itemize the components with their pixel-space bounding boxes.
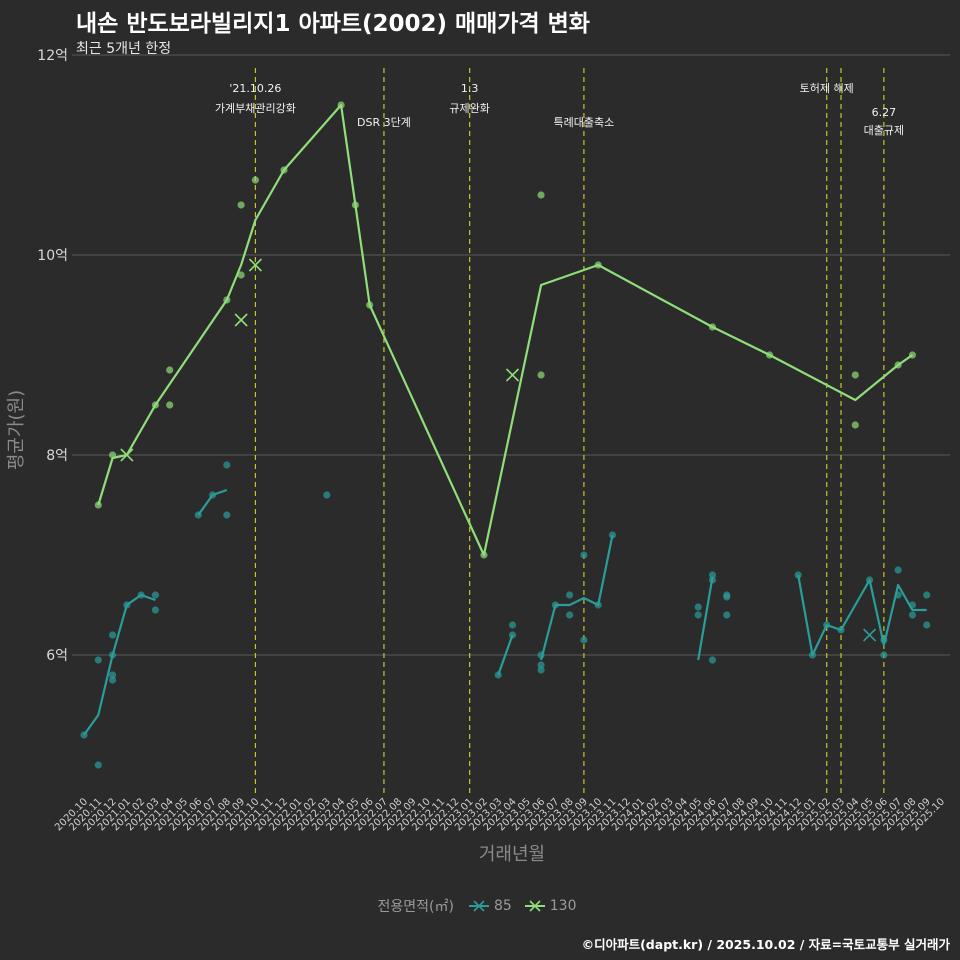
chart-subtitle: 최근 5개년 한정 (76, 41, 172, 57)
data-point (580, 551, 588, 559)
y-tick-label: 8억 (46, 448, 68, 464)
data-point (923, 591, 931, 599)
data-point (708, 656, 717, 664)
data-point (723, 593, 731, 601)
event-label: 대출규제 (864, 124, 904, 137)
x-axis-ticks: 2020.102020.112020.122021.012021.022021.… (53, 796, 947, 833)
legend-key-130-icon (524, 900, 545, 912)
data-point (223, 511, 231, 519)
data-point (908, 611, 917, 619)
data-point (108, 671, 117, 679)
grid-lines (72, 54, 950, 656)
data-point (508, 621, 517, 629)
data-point (694, 603, 702, 611)
series-130 (94, 101, 917, 559)
data-point (580, 636, 588, 644)
data-point (894, 566, 902, 574)
data-point (323, 491, 331, 499)
series-line (83, 593, 156, 736)
data-point (166, 366, 174, 374)
data-point (94, 656, 102, 664)
legend-label-85: 85 (493, 898, 512, 914)
y-axis-label: 평균가(원) (6, 390, 27, 470)
event-label: DSR 3단계 (357, 116, 411, 129)
legend-key-85-icon (468, 900, 489, 912)
data-point (566, 591, 574, 599)
y-tick-label: 12억 (37, 48, 68, 64)
y-tick-label: 10억 (37, 248, 68, 264)
series-line (697, 576, 714, 661)
legend-item-85: 85 (468, 898, 512, 914)
cross-marker (248, 258, 262, 272)
data-point (237, 201, 245, 209)
data-point (537, 191, 545, 199)
data-point (694, 611, 702, 619)
cross-stroke (120, 448, 134, 462)
cross-stroke (234, 313, 248, 327)
series-line (197, 488, 228, 516)
event-label: 토허제 해제 (800, 81, 854, 95)
y-axis-ticks: 6억 8억 10억 12억 (37, 48, 68, 664)
data-point (537, 661, 545, 669)
data-point (708, 571, 717, 579)
event-label: 6.27 (872, 106, 897, 119)
series-85 (80, 461, 931, 769)
data-point (723, 611, 731, 619)
legend-label-130: 130 (549, 898, 577, 914)
data-point (923, 621, 931, 629)
data-point (794, 571, 802, 579)
event-label: 규제완화 (449, 102, 489, 115)
data-point (237, 271, 245, 279)
event-label: 특례대출축소 (554, 116, 615, 129)
series-line (497, 634, 514, 676)
x-axis-label: 거래년월 (479, 844, 545, 865)
y-tick-label: 6억 (46, 648, 68, 664)
data-point (108, 631, 117, 639)
event-label: 1.3 (461, 82, 479, 95)
data-point (566, 611, 574, 619)
chart-title: 내손 반도보라빌리지1 아파트(2002) 매매가격 변화 (76, 11, 590, 37)
cross-stroke (248, 258, 262, 272)
data-point (251, 176, 259, 184)
legend-item-130: 130 (524, 898, 577, 914)
data-point (151, 606, 160, 614)
series-line (797, 574, 927, 657)
data-point (537, 371, 545, 379)
cross-marker (120, 448, 134, 462)
data-point (166, 401, 174, 409)
cross-stroke (505, 368, 520, 382)
source-caption: ©디아파트(dapt.kr) / 2025.10.02 / 자료=국토교통부 실… (581, 937, 950, 952)
data-point (94, 761, 102, 769)
legend: 전용면적(㎡) 85 130 (0, 896, 960, 916)
data-point (851, 421, 859, 429)
data-point (537, 666, 545, 674)
series-line (97, 103, 914, 557)
cross-marker (863, 628, 877, 642)
data-point (851, 371, 859, 379)
series-layer (80, 101, 931, 769)
cross-marker (505, 368, 520, 382)
series-line (540, 534, 614, 661)
event-label: 가계부채관리강화 (215, 102, 296, 115)
data-point (108, 676, 117, 684)
data-point (151, 591, 160, 599)
cross-stroke (863, 628, 877, 642)
data-point (94, 501, 102, 509)
event-label: '21.10.26 (229, 82, 281, 95)
data-point (223, 461, 231, 469)
legend-title: 전용면적(㎡) (377, 899, 454, 915)
data-point (880, 651, 888, 659)
cross-marker (234, 313, 248, 327)
